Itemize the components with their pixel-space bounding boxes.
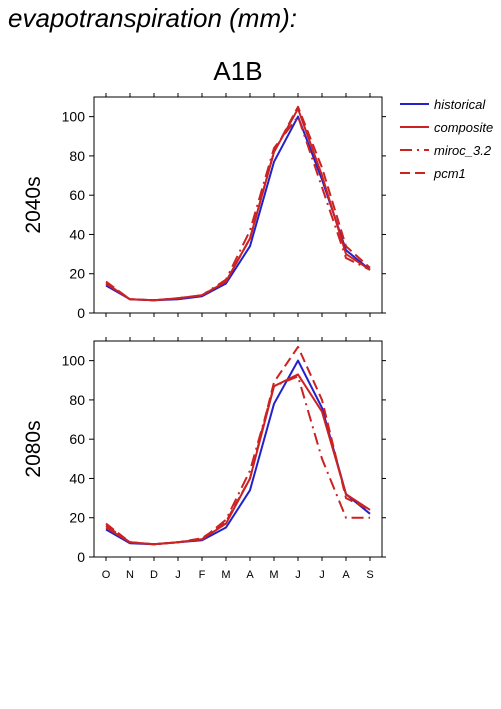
panel-2080s: 0 20 40 60 80 100 2080s (22, 337, 386, 565)
legend-label: historical (434, 97, 486, 112)
y-tick-label: 100 (62, 109, 86, 125)
x-tick-label: J (295, 569, 301, 581)
plot-frame (93, 96, 383, 314)
y-tick-label: 100 (62, 353, 86, 369)
plot-frame (93, 340, 383, 558)
x-tick-label: O (102, 569, 111, 581)
panel-label: 2080s (22, 420, 45, 477)
page-title: evapotranspiration (mm): (8, 3, 297, 33)
y-tick-label: 40 (69, 470, 85, 486)
y-tick-label: 40 (69, 226, 85, 242)
x-tick-label: A (246, 569, 254, 581)
x-tick-label: D (150, 569, 158, 581)
y-tick-label: 0 (77, 549, 85, 565)
series-line-miroc-3-2 (105, 115, 371, 302)
y-tick-label: 0 (77, 305, 85, 321)
series-line-miroc-3-2 (105, 375, 370, 546)
y-tick-label: 20 (69, 266, 85, 282)
y-tick-label: 80 (69, 148, 85, 164)
series-line-pcm1 (105, 345, 371, 546)
x-tick-label: N (126, 569, 134, 581)
series-line-pcm1 (105, 105, 371, 302)
y-tick-label: 80 (69, 392, 85, 408)
legend: historical composite miroc_3.2 pcm1 (400, 97, 493, 181)
chart-title: A1B (213, 56, 262, 86)
x-tick-label: J (319, 569, 325, 581)
x-tick-label: M (269, 569, 278, 581)
panel-label: 2040s (22, 176, 45, 233)
y-tick-label: 60 (69, 431, 85, 447)
series-line-historical (105, 115, 371, 302)
legend-label: miroc_3.2 (434, 143, 492, 158)
panel-2040s: 0 20 40 60 80 100 2040s (22, 93, 386, 321)
legend-label: pcm1 (433, 166, 466, 181)
y-tick-label: 60 (69, 187, 85, 203)
series-line-composite (105, 373, 371, 546)
x-tick-label: M (221, 569, 230, 581)
panels: 0 20 40 60 80 100 2040s 0 20 40 60 80 100 2080s (22, 93, 386, 565)
x-tick-label: J (175, 569, 181, 581)
x-tick-label: S (366, 569, 373, 581)
x-tick-label: A (342, 569, 350, 581)
series-line-historical (105, 359, 371, 546)
legend-label: composite (434, 120, 493, 135)
y-tick-label: 20 (69, 510, 85, 526)
series-line-composite (105, 107, 371, 302)
x-tick-label: F (199, 569, 206, 581)
